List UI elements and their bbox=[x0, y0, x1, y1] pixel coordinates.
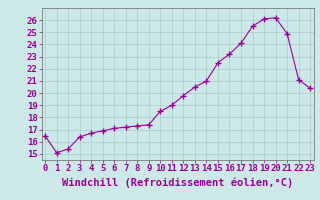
X-axis label: Windchill (Refroidissement éolien,°C): Windchill (Refroidissement éolien,°C) bbox=[62, 177, 293, 188]
